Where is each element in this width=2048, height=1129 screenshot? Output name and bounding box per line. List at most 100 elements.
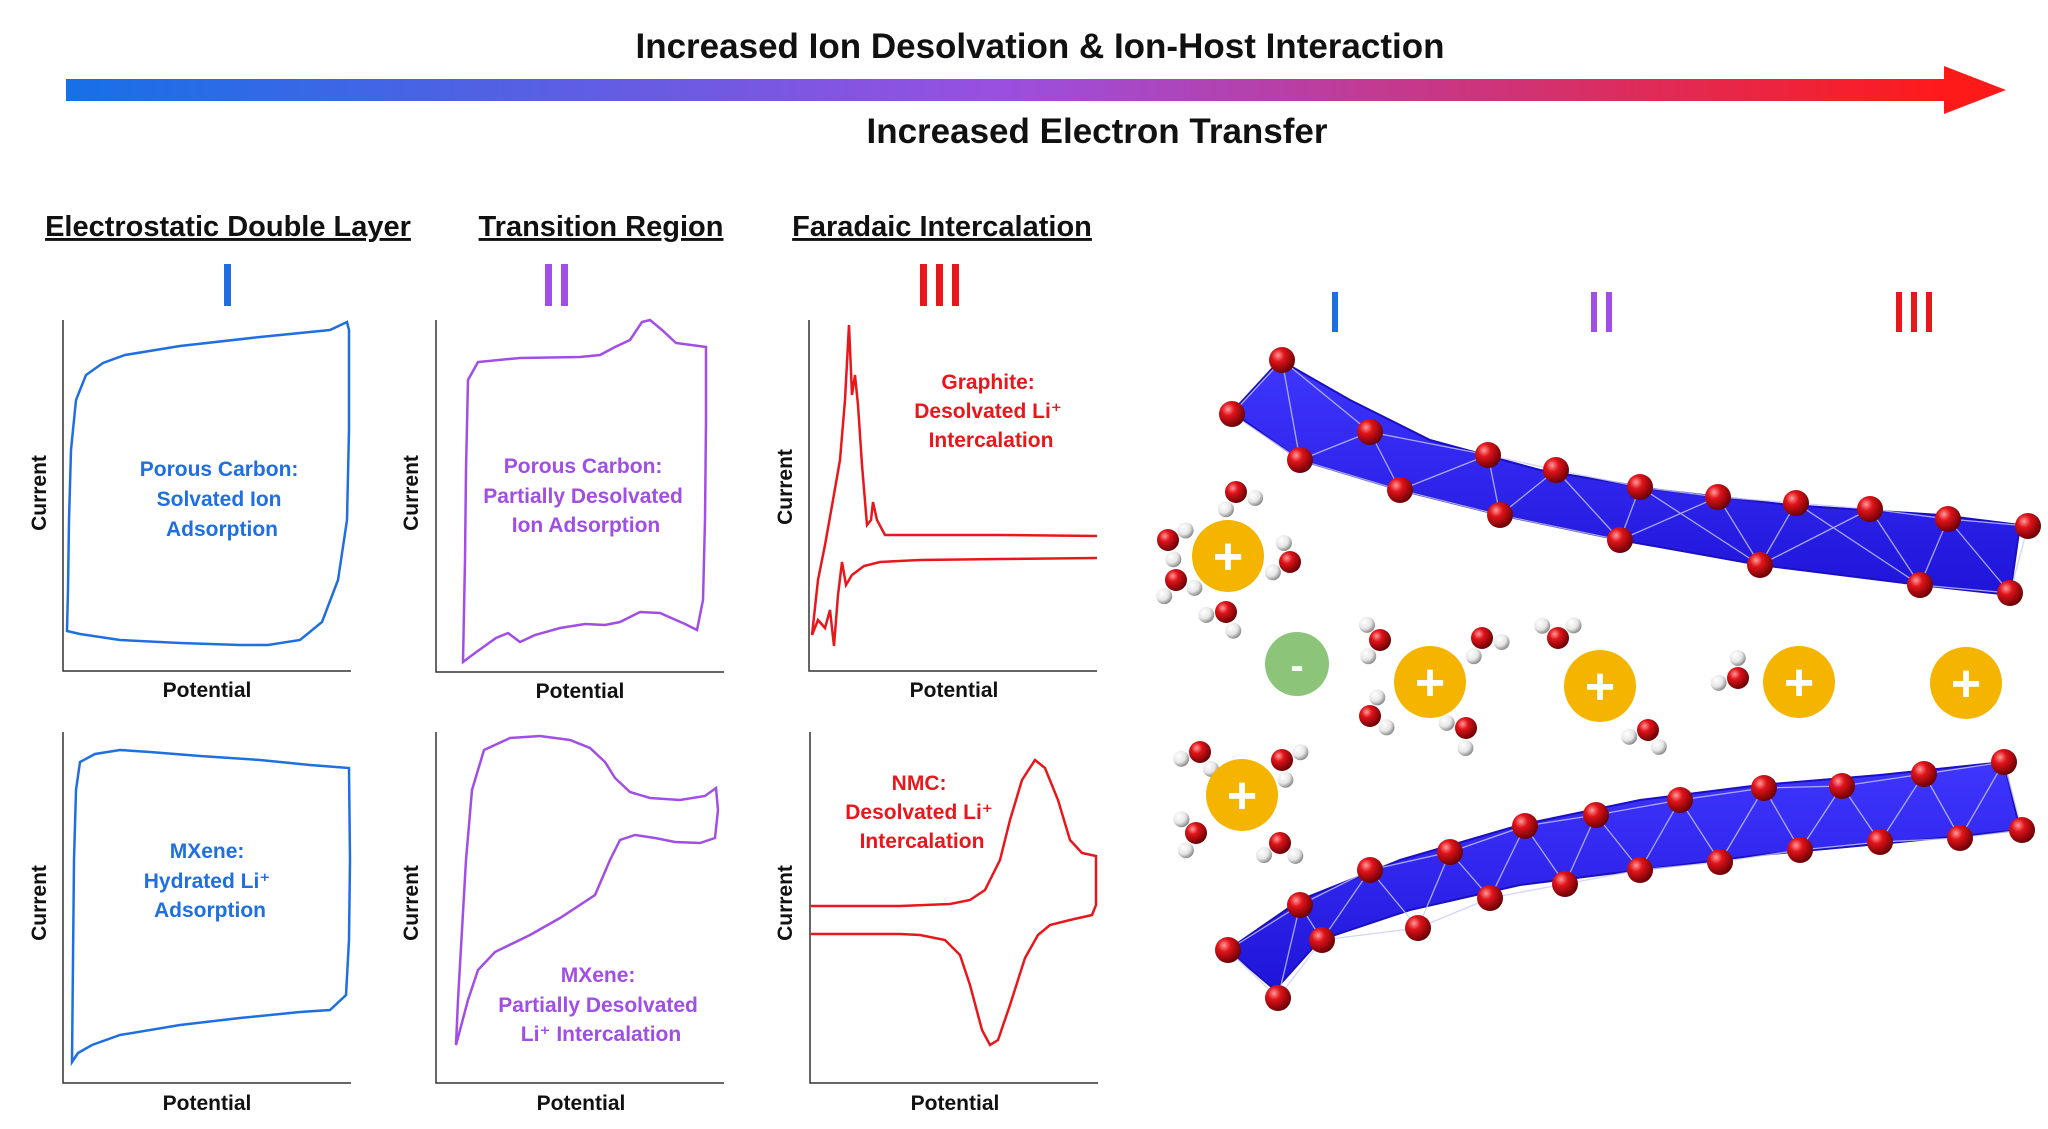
host-bond (1639, 861, 1721, 871)
panel-label: MXene: Hydrated Li⁺ Adsorption (144, 840, 276, 922)
cation-3: + (1564, 650, 1636, 722)
hydrogen-atom (1729, 650, 1746, 667)
host-bond (1231, 413, 1301, 461)
water-molecule (1359, 689, 1395, 736)
host-bond (1281, 359, 1371, 433)
oxygen-atom (1269, 832, 1291, 854)
hydrogen-atom (1225, 622, 1242, 639)
panel-axes (62, 732, 351, 1084)
hydrogen-atom (1255, 846, 1272, 863)
oxygen-atom (1225, 481, 1247, 503)
bottom-host-layer (1226, 760, 2022, 992)
host-bond (1717, 496, 1797, 504)
water-molecule (1710, 650, 1749, 691)
oxygen-atom (1543, 457, 1569, 483)
host-bond (1639, 799, 1681, 871)
oxygen-atom (1787, 837, 1813, 863)
cation-4: + (1763, 646, 1835, 718)
oxygen-atom (1437, 839, 1463, 865)
host-bond (1489, 825, 1526, 899)
host-bond (1923, 761, 2005, 775)
oxygen-atom (1935, 506, 1961, 532)
oxygen-atom (1215, 601, 1237, 623)
hydrogen-atom (1292, 744, 1309, 761)
hydrogen-atom (1287, 847, 1304, 864)
oxygen-atom (1907, 572, 1933, 598)
cv-curve (70, 748, 352, 1067)
oxygen-atom (1219, 401, 1245, 427)
oxygen-atom (1705, 484, 1731, 510)
oxygen-atom (1455, 717, 1477, 739)
host-bond (1595, 799, 1681, 816)
hydrogen-atom (1173, 750, 1190, 767)
hydrogen-atom (1438, 714, 1455, 731)
water-molecule (1173, 741, 1219, 777)
host-bond (1763, 785, 1843, 789)
hydrogen-atom (1565, 617, 1582, 634)
oxygen-atom (1475, 442, 1501, 468)
host-bond (1299, 869, 1371, 906)
panel-axes (809, 732, 1098, 1084)
host-bond (1795, 502, 1921, 586)
host-bond (1719, 787, 1765, 863)
host-bond (1321, 869, 1371, 941)
svg-text:+: + (1227, 767, 1257, 825)
host-bond (1417, 851, 1451, 929)
host-bond (1277, 904, 1301, 999)
oxygen-atom (1667, 787, 1693, 813)
top-host-layer (1230, 358, 2022, 597)
oxygen-atom (1189, 741, 1211, 763)
section-numeral-3 (920, 264, 959, 306)
water-molecule (1271, 744, 1309, 788)
y-axis-label: Current (400, 865, 423, 941)
cation-6: + (1206, 759, 1278, 831)
oxygen-atom (1637, 719, 1659, 741)
host-bond (1639, 486, 1719, 498)
water-molecules (1156, 481, 1749, 864)
oxygen-atom (1387, 477, 1413, 503)
oxygen-atom (1627, 474, 1653, 500)
hydrogen-atom (1378, 719, 1395, 736)
host-bond (1449, 825, 1526, 853)
oxygen-atom (1947, 825, 1973, 851)
oxygen-atom (2009, 817, 2035, 843)
cv-curve (65, 320, 351, 647)
host-bond (1555, 469, 1621, 541)
arrow-shaft (66, 79, 1946, 101)
host-bond (1499, 514, 1621, 541)
x-axis-label: Potential (163, 1092, 252, 1115)
header-bottom-label: Increased Electron Transfer (866, 112, 1327, 151)
oxygen-atom (1911, 761, 1937, 787)
host-bond (1959, 761, 2005, 839)
hydrogen-atom (1165, 551, 1182, 568)
host-bond (1717, 496, 1761, 566)
oxygen-atom (1369, 629, 1391, 651)
section-numeral-2 (545, 264, 568, 306)
water-molecule (1217, 481, 1264, 518)
svg-text:+: + (1213, 528, 1243, 586)
host-bond (1759, 508, 1871, 566)
host-bond (1879, 773, 1925, 843)
oxygen-atom (1279, 551, 1301, 573)
water-molecule (1255, 832, 1304, 864)
svg-text:-: - (1290, 644, 1303, 688)
oxygen-atom (1991, 749, 2017, 775)
oxygen-atom (1271, 749, 1293, 771)
section-title-faradaic: Faradaic Intercalation (792, 211, 1092, 243)
x-axis-label: Potential (163, 679, 252, 702)
oxygen-atom (1309, 927, 1335, 953)
svg-text:+: + (1951, 655, 1981, 713)
host-bond (1679, 787, 1765, 801)
oxygen-atom (1552, 871, 1578, 897)
panel-axes (808, 320, 1097, 672)
host-bond (1639, 486, 1761, 566)
hydrogen-atom (1369, 689, 1386, 706)
hydrogen-atom (1247, 489, 1264, 506)
hydrogen-atom (1173, 811, 1190, 828)
oxygen-atom (1627, 857, 1653, 883)
oxygen-atom (1487, 502, 1513, 528)
cation-5: + (1930, 647, 2002, 719)
hydrogen-atom (1275, 534, 1292, 551)
oxygen-atom (1607, 527, 1633, 553)
